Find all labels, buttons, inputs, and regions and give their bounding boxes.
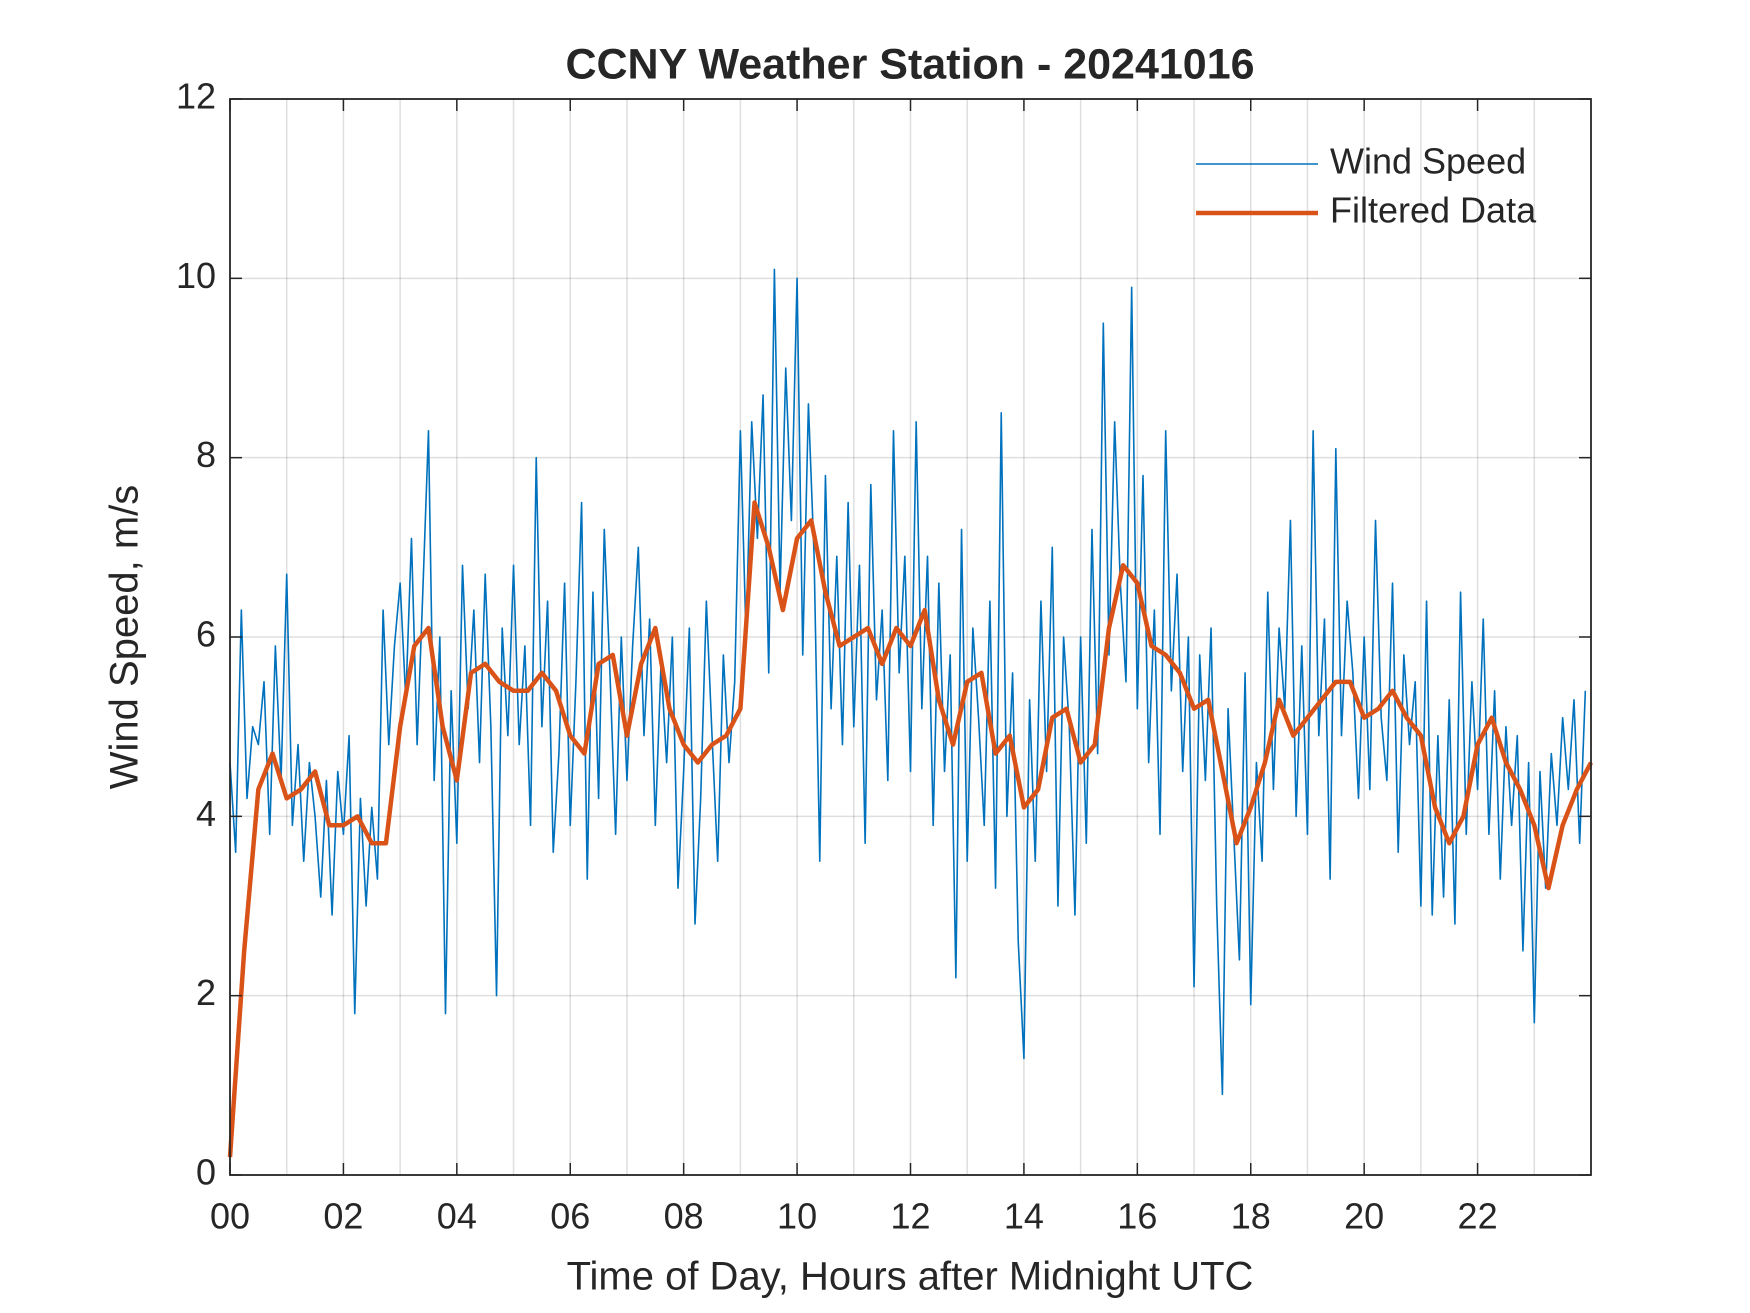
- y-tick-label: 12: [176, 76, 216, 117]
- x-tick-label: 06: [550, 1196, 590, 1237]
- x-tick-label: 20: [1344, 1196, 1384, 1237]
- series-line: [227, 500, 1593, 1158]
- chart-title: CCNY Weather Station - 20241016: [565, 40, 1254, 88]
- x-tick-label: 22: [1458, 1196, 1498, 1237]
- x-tick-label: 16: [1117, 1196, 1157, 1237]
- y-axis-label: Wind Speed, m/s: [103, 485, 147, 790]
- series-line: [229, 268, 1587, 1096]
- x-tick-label: 08: [664, 1196, 704, 1237]
- x-tick-label: 04: [437, 1196, 477, 1237]
- plot-area: [227, 268, 1593, 1158]
- y-tick-label: 6: [196, 614, 216, 655]
- y-tick-label: 10: [176, 255, 216, 296]
- y-tick-label: 8: [196, 434, 216, 475]
- y-tick-label: 4: [196, 793, 216, 834]
- x-tick-label: 14: [1004, 1196, 1044, 1237]
- y-tick-label: 2: [196, 972, 216, 1013]
- x-tick-label: 18: [1231, 1196, 1271, 1237]
- x-tick-label: 00: [210, 1196, 250, 1237]
- y-tick-label: 0: [196, 1152, 216, 1193]
- x-tick-label: 10: [777, 1196, 817, 1237]
- x-axis-label: Time of Day, Hours after Midnight UTC: [567, 1255, 1254, 1299]
- x-tick-label: 12: [890, 1196, 930, 1237]
- axes-box: [229, 98, 1592, 1176]
- legend: Wind Speed Filtered Data: [1196, 141, 1537, 231]
- x-tick-label: 02: [323, 1196, 363, 1237]
- legend-label: Wind Speed: [1330, 141, 1526, 182]
- legend-label: Filtered Data: [1330, 190, 1537, 231]
